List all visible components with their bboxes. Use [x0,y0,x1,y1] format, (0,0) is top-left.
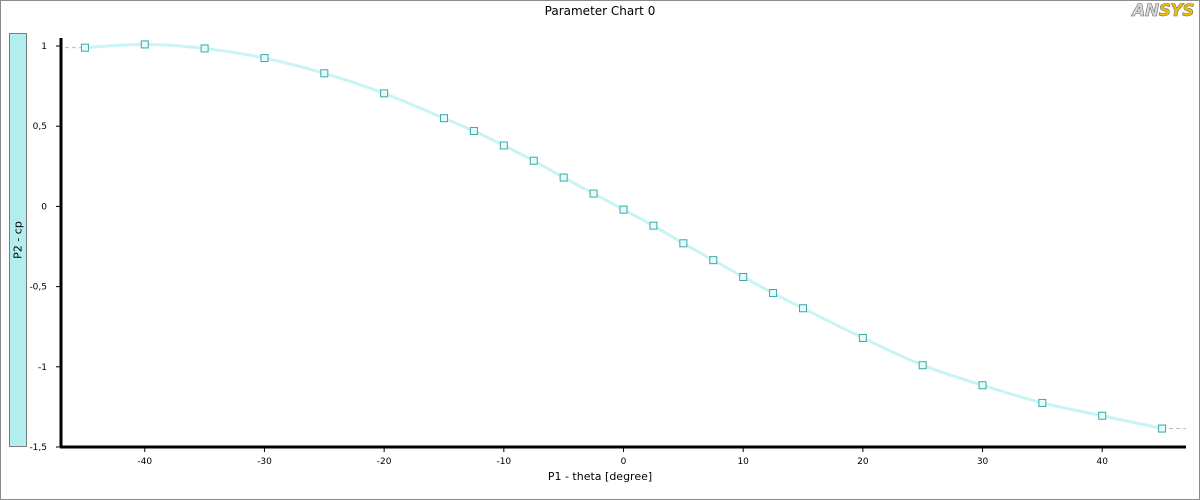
y-tick-label: -1,5 [29,443,47,453]
data-point [799,304,808,313]
data-point [589,189,598,198]
data-point [559,173,568,182]
y-tick-label: -0,5 [29,283,47,293]
data-point [499,141,508,150]
x-tick-label: -20 [377,457,392,467]
data-point [1158,424,1167,433]
data-point [978,381,987,390]
ansys-logo: ANSYS [1132,1,1195,22]
x-tick-label: 40 [1096,457,1108,467]
data-point [619,205,628,214]
x-tick-label: 20 [857,457,869,467]
x-tick-label: -40 [137,457,152,467]
data-point [200,44,209,53]
data-point [709,256,718,265]
data-point [529,156,538,165]
data-point [1038,398,1047,407]
data-point [679,239,688,248]
data-point [769,289,778,298]
data-point [918,361,927,370]
x-axis-label: P1 - theta [degree] [547,470,653,483]
data-point [1098,411,1107,420]
data-point [469,127,478,136]
y-tick-label: -1 [38,363,47,373]
data-point [140,40,149,49]
data-point [260,54,269,63]
data-point [858,333,867,342]
data-point [80,43,89,52]
data-point [739,272,748,281]
data-point [320,69,329,78]
y-axis-label-box: P2 - cp [9,33,27,447]
data-point [439,114,448,123]
x-tick-label: 0 [621,457,627,467]
chart-title: Parameter Chart 0 [544,4,656,18]
y-tick-label: 1 [41,42,47,52]
x-tick-label: 30 [977,457,989,467]
series-line [84,42,1163,431]
data-point [649,221,658,230]
x-tick-label: -30 [257,457,272,467]
y-tick-label: 0 [41,202,47,212]
y-tick-label: 0,5 [33,122,47,132]
x-tick-label: 10 [737,457,749,467]
x-tick-label: -10 [496,457,511,467]
data-point [380,89,389,98]
